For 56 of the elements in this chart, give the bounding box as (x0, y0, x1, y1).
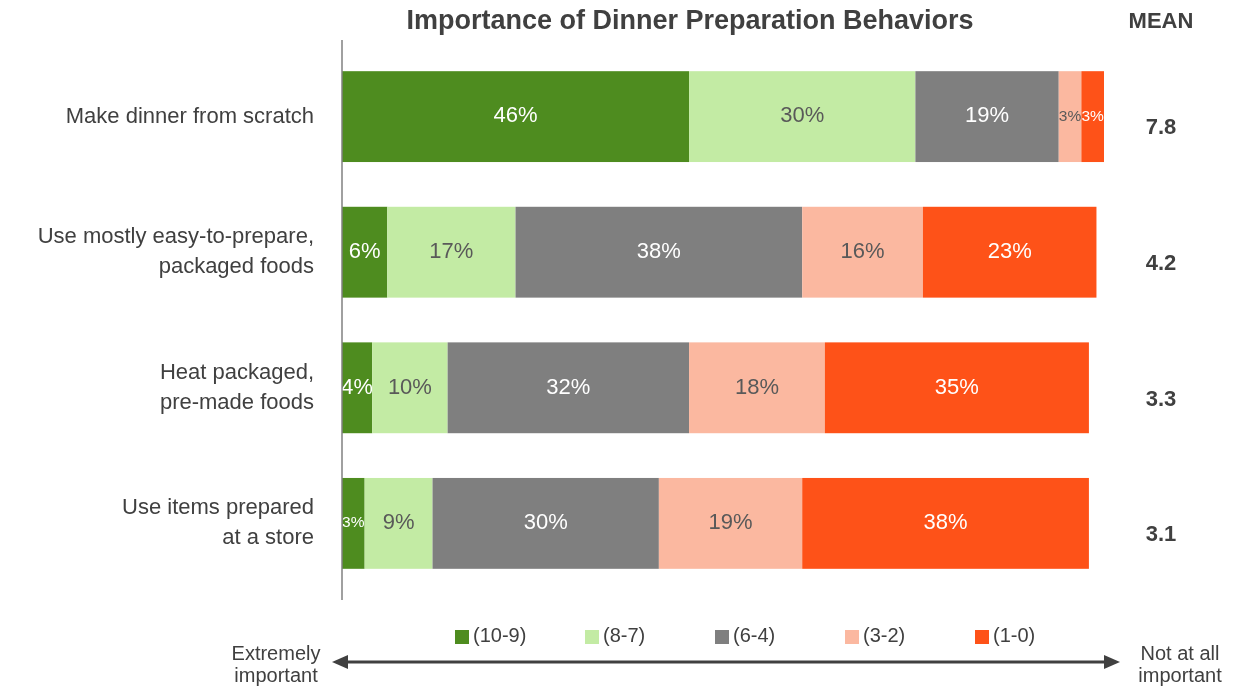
bar (689, 71, 916, 163)
text: Not at all important (1138, 642, 1223, 687)
data-label: 30% (780, 102, 825, 128)
text: MEAN (1128, 7, 1194, 33)
data-label: 3% (1058, 106, 1082, 124)
data-label: 35% (934, 373, 979, 399)
legend-label: (3-2) (863, 624, 906, 647)
legend-label: (8-7) (603, 624, 646, 647)
data-label: 19% (965, 102, 1010, 128)
text: 3.1 (1145, 521, 1177, 547)
bar (689, 342, 825, 434)
data-label: 23% (987, 238, 1032, 264)
y-tick-label: Use mostly easy-to-prepare, packaged foods (37, 223, 314, 279)
data-label: 10% (387, 373, 432, 399)
bar (802, 206, 923, 298)
legend-label: (10-9) (473, 624, 527, 647)
data-label: 16% (840, 238, 885, 264)
bar (342, 71, 690, 163)
bar (1058, 71, 1082, 163)
bar (447, 342, 690, 434)
chart-title: Importance of Dinner Preparation Behaviors (406, 5, 974, 36)
data-label: 4% (341, 373, 373, 399)
text: Extremely important (231, 642, 321, 687)
bar (922, 206, 1097, 298)
data-label: 18% (734, 373, 779, 399)
data-label: 17% (429, 238, 474, 264)
bar (342, 477, 365, 569)
bar (387, 206, 516, 298)
bar (342, 206, 388, 298)
data-label: 38% (923, 509, 968, 535)
text: 4.2 (1145, 250, 1177, 276)
bar (915, 71, 1059, 163)
text: 3.3 (1145, 385, 1177, 411)
bar (432, 477, 659, 569)
data-label: 30% (523, 509, 568, 535)
bar (1081, 71, 1104, 163)
data-label: 3% (1081, 106, 1105, 124)
bar (802, 477, 1089, 569)
bar (515, 206, 803, 298)
legend-label: (1-0) (993, 624, 1036, 647)
data-label: 46% (493, 102, 538, 128)
data-label: 38% (636, 238, 681, 264)
bar (364, 477, 433, 569)
y-tick-label: Use items prepared at a store (122, 494, 314, 550)
bar (658, 477, 803, 569)
bar (824, 342, 1089, 434)
data-label: 3% (342, 513, 365, 531)
data-label: 9% (382, 509, 415, 535)
data-label: 19% (708, 509, 753, 535)
y-tick-label: Heat packaged, pre-made foods (159, 358, 314, 414)
y-tick-label: Make dinner from scratch (65, 102, 314, 128)
data-label: 32% (546, 373, 591, 399)
legend-label: (6-4) (733, 624, 776, 647)
text: 7.8 (1145, 114, 1177, 140)
bar (372, 342, 448, 434)
data-label: 6% (348, 238, 381, 264)
